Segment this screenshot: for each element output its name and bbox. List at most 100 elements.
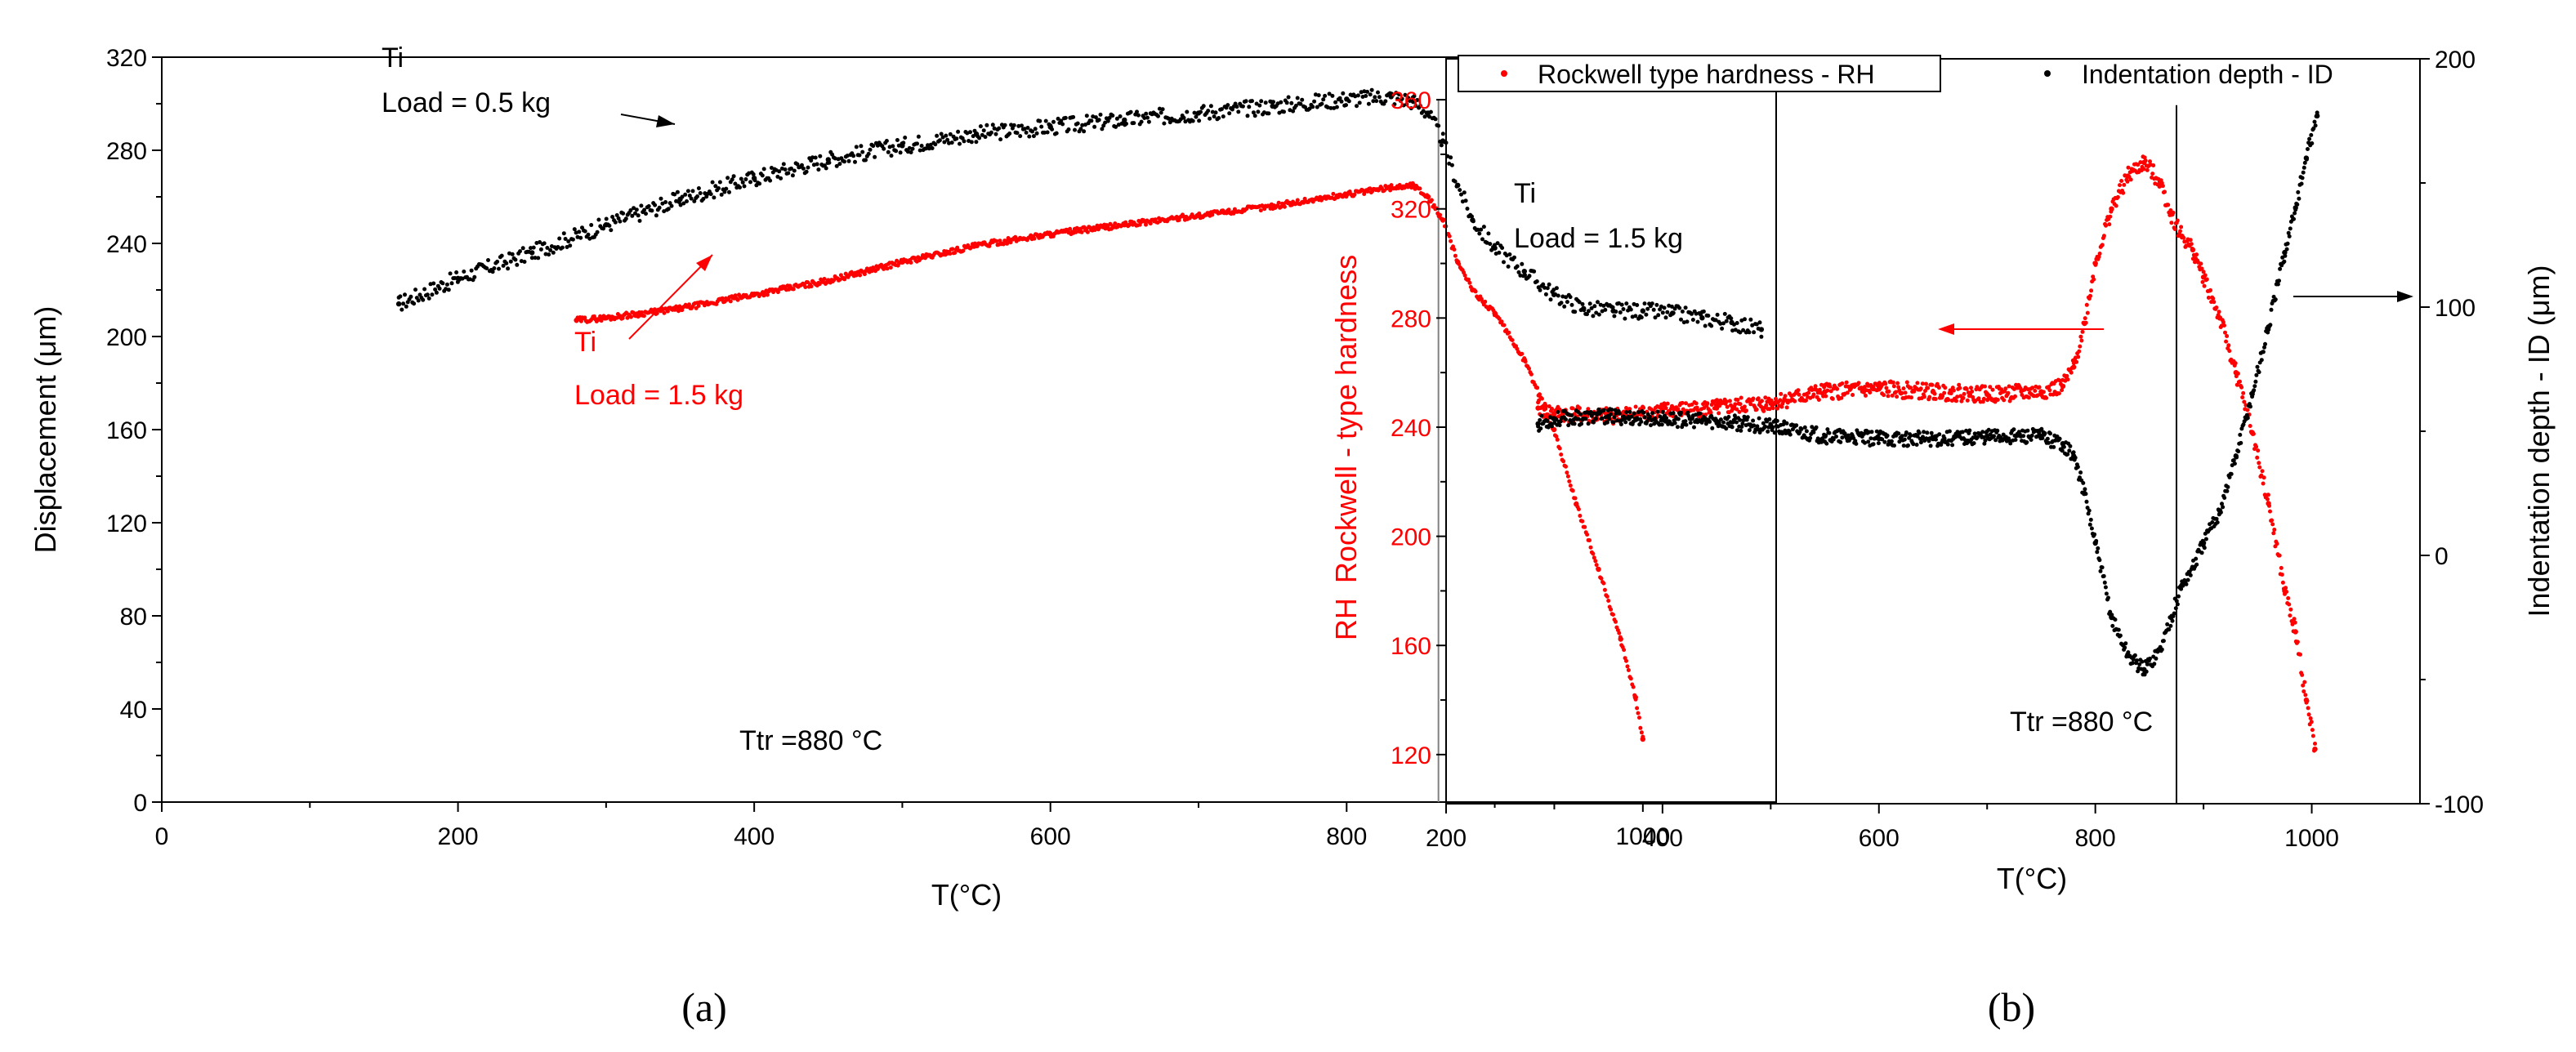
measurement-point bbox=[572, 227, 577, 232]
measurement-point bbox=[2103, 585, 2108, 590]
measurement-point bbox=[2252, 384, 2257, 389]
measurement-point bbox=[1079, 230, 1084, 234]
measurement-point bbox=[1806, 390, 1811, 395]
measurement-point bbox=[1787, 429, 1792, 434]
measurement-point bbox=[2085, 310, 2090, 315]
measurement-point bbox=[2178, 229, 2182, 234]
measurement-point bbox=[467, 277, 472, 282]
measurement-point bbox=[1483, 299, 1488, 304]
measurement-point bbox=[2285, 241, 2290, 246]
measurement-point bbox=[2136, 163, 2141, 167]
measurement-point bbox=[2135, 658, 2139, 663]
measurement-point bbox=[504, 261, 509, 265]
measurement-point bbox=[529, 256, 534, 261]
measurement-point bbox=[2214, 305, 2219, 310]
measurement-point bbox=[917, 148, 922, 153]
measurement-point bbox=[2140, 659, 2145, 664]
measurement-point bbox=[2083, 320, 2088, 325]
measurement-point bbox=[2238, 432, 2243, 437]
measurement-point bbox=[1128, 109, 1133, 114]
measurement-point bbox=[1861, 431, 1866, 436]
measurement-point bbox=[1431, 203, 1436, 207]
measurement-point bbox=[1039, 124, 1044, 129]
measurement-point bbox=[1392, 102, 1397, 107]
measurement-point bbox=[1538, 426, 1543, 431]
measurement-point bbox=[2060, 388, 2065, 393]
measurement-point bbox=[1240, 104, 1245, 109]
panel-b-right-arrowhead bbox=[2397, 291, 2413, 302]
measurement-point bbox=[1901, 444, 1906, 448]
panel-b-right-y-axis-label: Indentation depth - ID (μm) bbox=[2522, 265, 2556, 617]
measurement-point bbox=[422, 287, 427, 292]
measurement-point bbox=[818, 154, 823, 158]
measurement-point bbox=[398, 294, 403, 299]
measurement-point bbox=[2167, 627, 2172, 632]
measurement-point bbox=[1421, 109, 1426, 114]
measurement-point bbox=[1990, 387, 1995, 392]
measurement-point bbox=[1627, 417, 1632, 421]
panel-b-legend-id: Indentation depth - ID bbox=[2082, 60, 2333, 89]
measurement-point bbox=[1295, 96, 1300, 100]
measurement-point bbox=[1658, 414, 1663, 419]
measurement-point bbox=[1002, 123, 1007, 127]
measurement-point bbox=[531, 245, 536, 250]
measurement-point bbox=[1580, 301, 1585, 306]
measurement-point bbox=[2238, 379, 2242, 384]
measurement-point bbox=[2150, 172, 2155, 176]
measurement-point bbox=[1770, 425, 1775, 430]
measurement-point bbox=[1639, 730, 1644, 735]
measurement-point bbox=[795, 162, 800, 167]
measurement-point bbox=[510, 252, 515, 256]
measurement-point bbox=[1227, 111, 1232, 116]
measurement-point bbox=[1660, 310, 1665, 315]
measurement-point bbox=[2257, 370, 2261, 375]
measurement-point bbox=[1502, 260, 1506, 265]
measurement-point bbox=[2108, 214, 2113, 219]
measurement-point bbox=[1362, 89, 1367, 94]
measurement-point bbox=[1327, 91, 1332, 96]
measurement-point bbox=[813, 155, 818, 160]
measurement-point bbox=[444, 282, 449, 287]
measurement-point bbox=[2078, 344, 2083, 349]
measurement-point bbox=[404, 304, 408, 309]
measurement-point bbox=[1636, 410, 1641, 415]
measurement-point bbox=[547, 252, 551, 257]
measurement-point bbox=[1774, 396, 1778, 401]
measurement-point bbox=[1005, 241, 1010, 246]
measurement-point bbox=[1523, 273, 1527, 278]
measurement-point bbox=[1401, 103, 1406, 108]
measurement-point bbox=[884, 139, 889, 143]
measurement-point bbox=[809, 284, 814, 289]
measurement-point bbox=[2217, 315, 2222, 320]
measurement-point bbox=[873, 154, 877, 159]
measurement-point bbox=[2203, 273, 2208, 278]
measurement-point bbox=[2181, 235, 2186, 240]
measurement-point bbox=[783, 167, 788, 172]
measurement-point bbox=[2154, 656, 2159, 661]
measurement-point bbox=[853, 159, 857, 164]
panel-b-left-y-axis-label: RH Rockwell - type hardness bbox=[1329, 255, 1363, 640]
measurement-point bbox=[1389, 183, 1394, 188]
measurement-point bbox=[2125, 179, 2130, 184]
measurement-point bbox=[604, 216, 609, 221]
measurement-point bbox=[1403, 92, 1408, 97]
measurement-point bbox=[1662, 305, 1667, 310]
measurement-point bbox=[2107, 222, 2112, 227]
panel-b-left-arrowhead bbox=[1938, 323, 1954, 335]
measurement-point bbox=[1626, 668, 1631, 672]
measurement-point bbox=[1718, 417, 1723, 422]
measurement-point bbox=[1551, 426, 1556, 431]
measurement-point bbox=[1569, 302, 1574, 307]
measurement-point bbox=[653, 203, 658, 207]
measurement-point bbox=[1506, 264, 1511, 269]
measurement-point bbox=[868, 147, 873, 152]
x-tick-label: 0 bbox=[155, 823, 169, 850]
measurement-point bbox=[1679, 317, 1683, 322]
panel-a-y-ticks: 0 40 80 120 160 200 240 280 320 bbox=[106, 45, 162, 817]
measurement-point bbox=[761, 293, 766, 298]
measurement-point bbox=[1909, 395, 1913, 400]
measurement-point bbox=[2145, 167, 2150, 172]
measurement-point bbox=[2181, 583, 2185, 588]
measurement-point bbox=[1230, 107, 1234, 112]
measurement-point bbox=[1639, 315, 1644, 320]
